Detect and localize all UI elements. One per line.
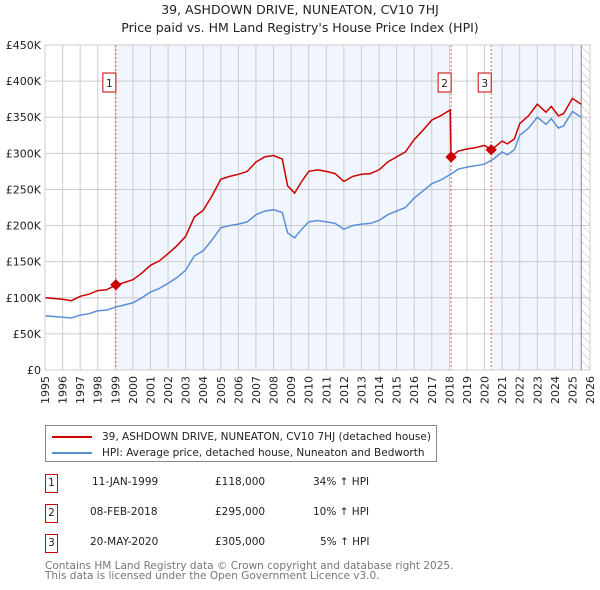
x-tick-label: 2024	[549, 376, 562, 404]
x-tick-label: 2010	[303, 376, 316, 404]
x-tick-label: 2009	[285, 376, 298, 404]
sale-date: 20-MAY-2020	[90, 536, 159, 548]
sale-label-box	[102, 72, 117, 93]
x-tick-label: 2021	[496, 376, 509, 404]
footer-licence: This data is licensed under the Open Gov…	[45, 570, 380, 582]
x-tick-label: 2014	[373, 376, 386, 404]
x-tick-label: 1995	[39, 376, 52, 404]
sale-point	[485, 144, 497, 156]
y-tick-label: £350K	[6, 111, 42, 124]
property-price-line	[44, 97, 582, 302]
forecast-hatch	[581, 45, 590, 370]
x-tick-label: 1997	[74, 376, 87, 404]
x-tick-label: 2002	[162, 376, 175, 404]
legend: 39, ASHDOWN DRIVE, NUNEATON, CV10 7HJ (d…	[45, 425, 437, 462]
legend-swatch-hpi	[52, 452, 92, 454]
sale-label-box	[477, 72, 492, 93]
x-tick-label: 1998	[92, 376, 105, 404]
x-tick-label: 2006	[232, 376, 245, 404]
x-tick-label: 2017	[426, 376, 439, 404]
hpi-line	[44, 110, 582, 319]
x-tick-label: 2005	[215, 376, 228, 404]
y-tick-label: £250K	[6, 183, 42, 196]
sale-label: 1	[106, 78, 113, 90]
chart-title: 39, ASHDOWN DRIVE, NUNEATON, CV10 7HJ	[161, 2, 439, 17]
x-tick-label: 2012	[338, 376, 351, 404]
x-tick-label: 2015	[391, 376, 404, 404]
price-chart: 1995 1996 1997 1998 1999 2000 2001 2002 2003 2004…	[6, 39, 597, 404]
sale-row: 1 11-JAN-1999 £118,000 34% ↑ HPI	[45, 474, 445, 494]
sale-price: £295,000	[215, 506, 266, 518]
x-tick-label: 2001	[144, 376, 157, 404]
x-tick-label: 2020	[479, 376, 492, 404]
sale-label: 3	[481, 78, 488, 90]
sale-marker-label: 1	[45, 474, 58, 493]
ownership-shade	[491, 45, 582, 370]
sale-date: 08-FEB-2018	[90, 506, 158, 518]
x-tick-label: 1996	[57, 376, 70, 404]
x-tick-label: 2026	[584, 376, 597, 404]
footer-copyright: Contains HM Land Registry data © Crown c…	[45, 560, 454, 572]
y-tick-label: £400K	[6, 75, 42, 88]
sale-point	[445, 151, 457, 163]
x-tick-label: 2011	[320, 376, 333, 404]
sale-hpi-diff: 34% ↑ HPI	[313, 476, 370, 488]
sale-marker-label: 2	[45, 504, 58, 523]
legend-swatch-property	[52, 436, 92, 438]
x-tick-label: 2003	[180, 376, 193, 404]
plot-border	[44, 44, 591, 371]
x-tick-label: 1999	[109, 376, 122, 404]
x-tick-label: 2016	[408, 376, 421, 404]
x-tick-label: 2023	[531, 376, 544, 404]
x-tick-label: 2004	[197, 376, 210, 404]
y-tick-label: £450K	[6, 39, 42, 52]
x-tick-label: 2008	[268, 376, 281, 404]
sale-price: £118,000	[215, 476, 266, 488]
sale-hpi-diff: 5% ↑ HPI	[320, 536, 370, 548]
legend-hpi: HPI: Average price, detached house, Nune…	[102, 447, 425, 459]
chart-subtitle: Price paid vs. HM Land Registry's House …	[121, 20, 479, 35]
sale-label: 2	[441, 78, 448, 90]
x-tick-label: 2000	[127, 376, 140, 404]
sale-row: 2 08-FEB-2018 £295,000 10% ↑ HPI	[45, 504, 445, 524]
sale-row: 3 20-MAY-2020 £305,000 5% ↑ HPI	[45, 534, 445, 554]
x-tick-label: 2025	[566, 376, 579, 404]
x-tick-label: 2022	[514, 376, 527, 404]
x-tick-label: 2007	[250, 376, 263, 404]
sale-hpi-diff: 10% ↑ HPI	[313, 506, 370, 518]
sale-price: £305,000	[215, 536, 266, 548]
y-tick-label: £0	[27, 364, 41, 377]
ownership-shade	[115, 45, 452, 370]
sale-label-box	[437, 72, 452, 93]
y-tick-label: £100K	[6, 292, 42, 305]
sale-marker-label: 3	[45, 534, 58, 553]
y-tick-label: £300K	[6, 147, 42, 160]
x-tick-label: 2013	[355, 376, 368, 404]
y-tick-label: £50K	[13, 328, 42, 341]
sale-date: 11-JAN-1999	[92, 476, 159, 488]
legend-property: 39, ASHDOWN DRIVE, NUNEATON, CV10 7HJ (d…	[102, 431, 431, 443]
x-tick-label: 2019	[461, 376, 474, 404]
y-tick-label: £200K	[6, 220, 42, 233]
x-tick-label: 2018	[443, 376, 456, 404]
y-tick-label: £150K	[6, 256, 42, 269]
